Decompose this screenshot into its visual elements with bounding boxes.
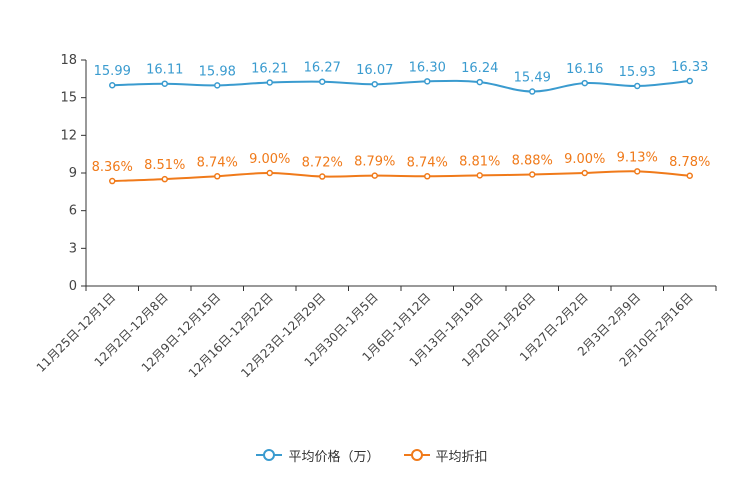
series-1-data-label: 8.74%: [407, 155, 448, 170]
legend-average-price-label: 平均价格（万）: [288, 449, 380, 465]
series-1-point: [214, 173, 221, 180]
series-0-data-label: 16.11: [146, 63, 183, 78]
series-0-point: [581, 79, 588, 87]
series-1-point: [266, 169, 273, 177]
series-0-data-label: 15.93: [619, 65, 656, 80]
series-0-point: [371, 80, 378, 88]
series-0-data-label: 16.24: [461, 61, 498, 76]
y-tick-label: 15: [60, 91, 77, 106]
series-0-data-label: 16.27: [304, 61, 341, 76]
series-1-point: [109, 177, 116, 185]
series-0-data-label: 15.49: [514, 71, 551, 86]
y-tick-label: 6: [69, 204, 77, 219]
series-0-point: [634, 82, 641, 90]
series-1-data-label: 8.81%: [459, 154, 500, 169]
series-1-point: [424, 173, 431, 180]
series-1-data-label: 8.78%: [669, 155, 710, 170]
series-0-point: [266, 79, 273, 86]
series-1-data-label: 8.51%: [144, 158, 185, 173]
series-1-point: [371, 172, 378, 179]
series-1-data-label: 9.00%: [564, 152, 605, 167]
series-0-point: [424, 78, 431, 85]
legend-average-price-marker-icon: [256, 449, 283, 461]
series-1-data-label: 8.88%: [512, 154, 553, 169]
y-tick-label: 12: [60, 128, 77, 143]
series-0-line: [112, 79, 690, 93]
series-1-point: [319, 173, 326, 180]
y-tick-label: 18: [60, 53, 77, 68]
series-0-data-label: 16.30: [409, 60, 446, 75]
y-tick-label: 9: [69, 166, 77, 181]
series-0-point: [161, 80, 168, 87]
y-tick-label: 0: [69, 279, 77, 294]
series-0-point: [109, 81, 116, 89]
series-0-data-label: 15.99: [94, 64, 131, 79]
series-0-point: [214, 82, 221, 89]
series-1-data-label: 8.79%: [354, 155, 395, 170]
series-1-data-label: 8.36%: [92, 160, 133, 175]
series-1-point: [634, 168, 641, 175]
series-1-point: [161, 175, 168, 183]
series-0-data-label: 15.98: [199, 64, 236, 79]
series-0-point: [476, 78, 483, 86]
series-1-point: [476, 172, 483, 179]
series-1-point: [686, 172, 693, 180]
series-0-point: [319, 78, 326, 85]
series-0-point: [529, 88, 536, 95]
legend-item-average-discount[interactable]: 平均折扣: [403, 446, 488, 465]
y-tick-label: 3: [69, 241, 77, 256]
legend-average-discount-marker-icon: [403, 449, 430, 461]
legend-item-average-price[interactable]: 平均价格（万）: [256, 446, 380, 465]
series-0-data-label: 16.16: [566, 62, 603, 77]
series-0-data-label: 16.33: [671, 60, 708, 75]
series-1-point: [529, 171, 536, 178]
series-0-data-label: 16.21: [251, 61, 288, 76]
series-0-point: [686, 77, 693, 85]
series-0-data-label: 16.07: [356, 63, 393, 78]
series-1-data-label: 8.74%: [197, 155, 238, 170]
series-1-point: [581, 169, 588, 177]
series-1-line: [112, 170, 690, 183]
line-chart: 036912151811月25日-12月1日12月2日-12月8日12月9日-1…: [34, 53, 717, 380]
series-1-data-label: 8.72%: [302, 156, 343, 171]
legend-average-discount-label: 平均折扣: [435, 449, 488, 465]
chart-legend: 平均价格（万） 平均折扣: [0, 444, 744, 466]
series-1-data-label: 9.13%: [617, 150, 658, 165]
series-1-data-label: 9.00%: [249, 152, 290, 167]
